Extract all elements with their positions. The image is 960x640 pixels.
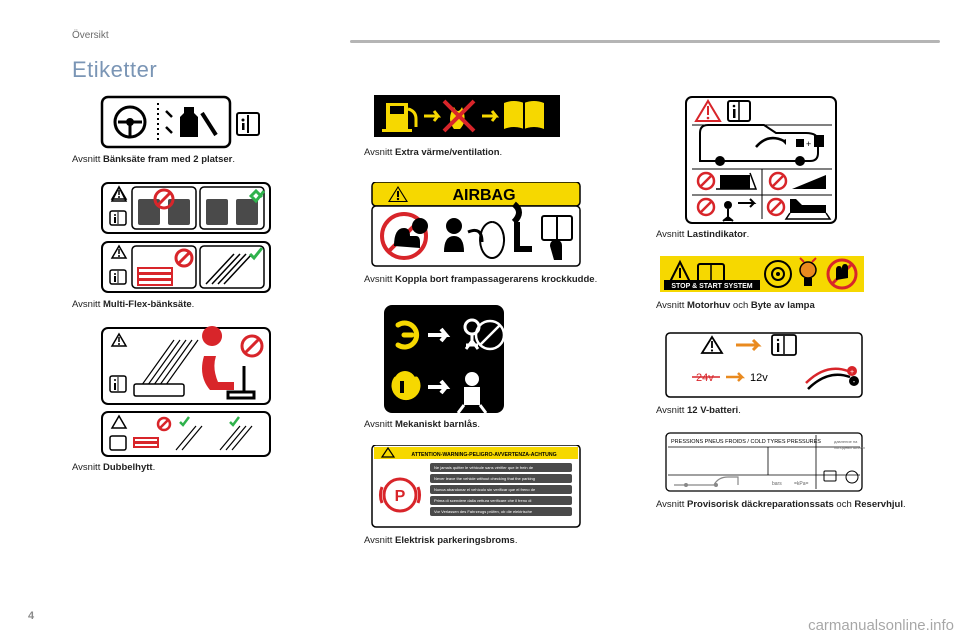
label-crewcab-top-icon [72,326,272,406]
svg-text:PRESSIONS PNEUS FROIDS / COLD: PRESSIONS PNEUS FROIDS / COLD TYRES PRES… [671,439,821,445]
label-crewcab-bottom-icon [72,410,272,458]
label-tyre-icon: PRESSIONS PNEUS FROIDS / COLD TYRES PRES… [656,431,866,495]
entry-multiflex: Avsnitt Multi-Flex-bänksäte. [72,181,328,312]
svg-text:Prima di scendere dalla vettur: Prima di scendere dalla vettura verifica… [434,498,531,503]
entry-airbag: AIRBAG [364,182,620,287]
caption-bench-seat: Avsnitt Bänksäte fram med 2 platser. [72,154,328,167]
entry-tyre-pressure: PRESSIONS PNEUS FROIDS / COLD TYRES PRES… [656,431,912,512]
column-1: Avsnitt Bänksäte fram med 2 platser. [72,95,328,562]
column-2: Avsnitt Extra värme/ventilation. AIRBAG [364,95,620,562]
page-number: 4 [28,610,34,622]
svg-text:Never leave the vehicle withou: Never leave the vehicle without checking… [434,476,535,481]
entry-crewcab: Avsnitt Dubbelhytt. [72,326,328,475]
svg-text:AIRBAG: AIRBAG [452,187,515,204]
header-rule [350,40,940,43]
entry-bench-seat: Avsnitt Bänksäte fram med 2 platser. [72,95,328,167]
column-3: + [656,95,912,562]
caption-bonnet-bulb: Avsnitt Motorhuv och Byte av lampa [656,300,912,313]
svg-text:Vor Verlassen des Fahrzeugs pr: Vor Verlassen des Fahrzeugs prüfen, ob d… [434,509,533,514]
svg-text:Ne jamais quitter le véhicule: Ne jamais quitter le véhicule sans vérif… [434,465,534,470]
svg-text:=kPa=: =kPa= [794,481,809,487]
label-epb-icon: ATTENTION-WARNING-PELIGRO-AVVERTENZA-ACH… [364,445,584,531]
svg-text:STOP & START SYSTEM: STOP & START SYSTEM [671,283,752,290]
page-title: Etiketter [72,57,912,83]
caption-12v: Avsnitt 12 V-batteri. [656,405,912,418]
label-multiflex-top-icon [72,181,272,236]
label-childlock-icon [364,305,514,415]
entry-epb: ATTENTION-WARNING-PELIGRO-AVVERTENZA-ACH… [364,445,620,548]
svg-text:bars: bars [772,481,782,487]
watermark: carmanualsonline.info [808,617,954,634]
label-stopstart-icon: STOP & START SYSTEM [656,256,866,296]
caption-crewcab: Avsnitt Dubbelhytt. [72,462,328,475]
label-heater-icon [364,95,564,143]
svg-text:ATTENTION-WARNING-PELIGRO-AVVE: ATTENTION-WARNING-PELIGRO-AVVERTENZA-ACH… [411,452,556,458]
entry-heater: Avsnitt Extra värme/ventilation. [364,95,620,160]
svg-text:P: P [395,488,406,505]
label-airbag-icon: AIRBAG [364,182,584,270]
caption-childlock: Avsnitt Mekaniskt barnlås. [364,419,620,432]
caption-load-indicator: Avsnitt Lastindikator. [656,229,912,242]
caption-airbag: Avsnitt Koppla bort frampassagerarens kr… [364,274,620,287]
svg-text:24v: 24v [696,372,714,384]
svg-text:Nunca abandonar el vehículo si: Nunca abandonar el vehículo sin verifica… [434,487,536,492]
label-multiflex-bottom-icon [72,240,272,295]
label-12v-icon: 24v 12v + - [656,331,866,401]
caption-multiflex: Avsnitt Multi-Flex-bänksäte. [72,299,328,312]
caption-heater: Avsnitt Extra värme/ventilation. [364,147,620,160]
entry-childlock: Avsnitt Mekaniskt barnlås. [364,305,620,432]
entry-bonnet-bulb: STOP & START SYSTEM Avsnitt Motorhuv och [656,256,912,313]
entry-load-indicator: + [656,95,912,242]
svg-text:+: + [850,369,854,376]
svg-text:-: - [853,377,856,386]
entry-12v-battery: 24v 12v + - Avsnitt 12 V-batteri. [656,331,912,418]
label-load-indicator-icon: + [656,95,846,225]
svg-text:+: + [806,139,811,149]
svg-text:давление на: давление на [834,439,858,444]
label-bench-seat-icon [72,95,262,150]
svg-text:холодных шинах: холодных шинах [834,445,865,450]
caption-tyre: Avsnitt Provisorisk däckreparationssats … [656,499,912,512]
svg-text:12v: 12v [750,372,768,384]
caption-epb: Avsnitt Elektrisk parkeringsbroms. [364,535,620,548]
